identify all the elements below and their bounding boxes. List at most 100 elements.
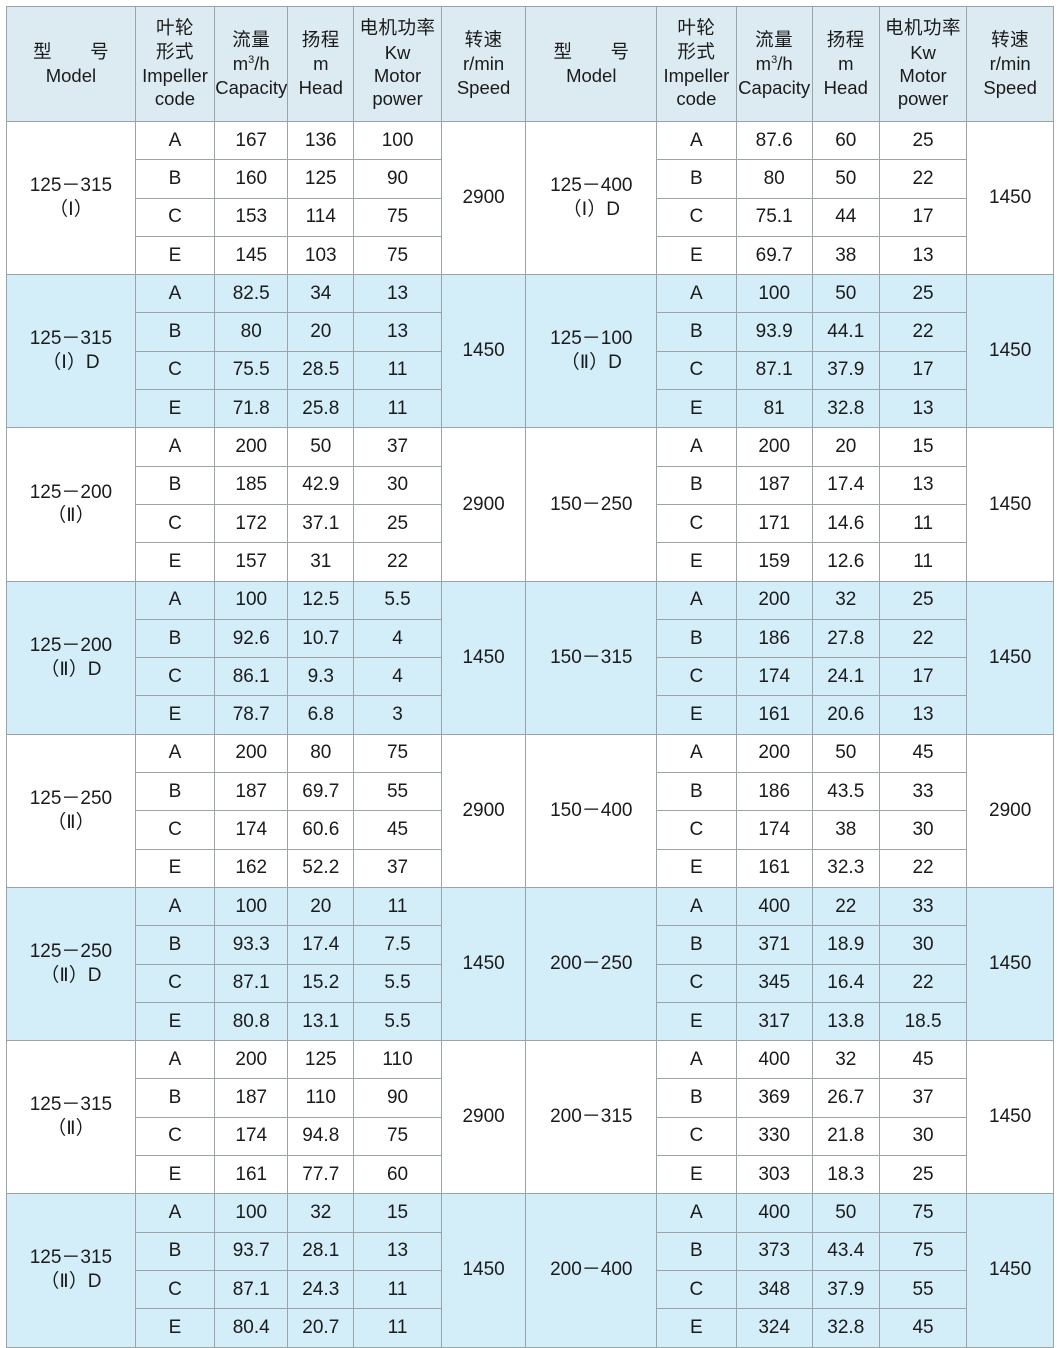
capacity-left: 187 [214,772,289,812]
table-row: C 174 60.6 45 C 174 38 30 [7,810,1054,850]
impeller-code-left: A [134,1040,216,1080]
motor-power-left: 45 [353,810,442,850]
motor-power-left: 55 [353,772,442,812]
head-left: 52.2 [287,848,355,888]
capacity-right: 348 [735,1269,813,1310]
model-cell-left: 125－250 （Ⅱ） [6,733,136,888]
motor-power-left: 3 [353,695,442,735]
capacity-right: 324 [735,1308,813,1348]
head-right: 32.3 [811,848,880,888]
head-left: 28.1 [287,1231,355,1271]
head-left: 94.8 [287,1116,355,1157]
motor-power-right: 13 [878,389,968,429]
motor-power-left: 75 [353,733,442,774]
capacity-left: 153 [214,197,289,237]
impeller-code-left: B [134,1231,216,1271]
motor-power-right: 37 [878,1078,968,1118]
header-model-left: 型 号 Model [6,6,136,122]
table-row: 125－315 （Ⅱ）D A 100 32 15 1450 200－400 A 400 50 75 14… [6,1193,1054,1348]
header-row: 型 号 Model 叶轮 形式 Impeller code 流量 m3/h Ca… [6,6,1054,122]
motor-power-right: 33 [878,772,968,812]
capacity-right: 186 [735,618,813,659]
head-left: 32 [287,1193,355,1233]
model-name: 200－400 [550,1259,633,1281]
impeller-code-left: A [134,274,216,314]
head-right: 50 [811,1193,880,1233]
header-head-unit: m [313,53,329,75]
speed-cell-right: 1450 [966,274,1054,429]
table-row: E 71.8 25.8 11 E 81 32.8 13 [7,389,1054,429]
model-cell-left: 125－315 （Ⅱ） [6,1040,136,1195]
impeller-code-right: E [656,1155,737,1195]
header-model-cn: 型 号 [553,41,640,63]
model-cell-right: 125－100 （Ⅱ）D [525,274,658,429]
header-head-cn: 扬程 [826,30,865,52]
motor-power-right: 13 [878,465,968,505]
impeller-code-right: A [656,580,737,620]
head-right: 32 [811,580,880,620]
motor-power-right: 25 [878,1155,968,1195]
header-capacity-right: 流量 m3/h Capacity [735,6,813,122]
capacity-right: 200 [735,580,813,620]
table-row: B 92.6 10.7 4 B 186 27.8 22 [7,618,1054,659]
capacity-right: 200 [735,733,813,774]
impeller-code-right: C [656,810,737,850]
capacity-left: 145 [214,235,289,276]
head-right: 38 [811,235,880,276]
capacity-left: 87.1 [214,963,289,1003]
impeller-code-left: E [134,1155,216,1195]
header-power-en1: Motor [373,65,422,86]
motor-power-left: 11 [353,886,442,927]
impeller-code-right: E [656,1308,737,1348]
impeller-code-right: A [656,1040,737,1080]
header-power-right: 电机功率 Kw Motor power [878,6,968,122]
table-row: C 87.1 15.2 5.5 C 345 16.4 22 [7,963,1054,1003]
table-row: B 93.3 17.4 7.5 B 371 18.9 30 [7,925,1054,965]
head-right: 18.9 [811,925,880,965]
speed-cell-left: 2900 [440,120,527,276]
model-cell-left: 125－250 （Ⅱ）D [6,886,136,1042]
table-row: C 172 37.1 25 C 171 14.6 11 [7,503,1054,544]
motor-power-right: 30 [878,1116,968,1157]
head-left: 80 [287,733,355,774]
impeller-code-right: E [656,848,737,888]
head-left: 42.9 [287,465,355,505]
header-power-unit: Kw [384,41,411,63]
header-impeller-en1: Impeller [663,65,730,86]
table-row: 125－315 （Ⅱ） A 200 125 110 2900 200－315 A 400 32 45 1… [6,1040,1054,1195]
impeller-code-right: B [656,618,737,659]
table-row: 125－250 （Ⅱ） A 200 80 75 2900 150－400 A 200 50 45 290… [6,733,1054,888]
motor-power-right: 45 [878,1040,968,1080]
header-speed-right: 转速 r/min Speed [966,6,1054,122]
table-row: E 162 52.2 37 E 161 32.3 22 [7,848,1054,888]
motor-power-left: 90 [353,1078,442,1118]
capacity-left: 100 [214,886,289,927]
motor-power-right: 45 [878,1308,968,1348]
capacity-right: 159 [735,542,813,582]
header-capacity-unit: m3/h [755,53,793,75]
motor-power-right: 75 [878,1193,968,1233]
table-row: 125－250 （Ⅱ）D A 100 20 11 1450 200－250 A 400 22 33 14… [6,886,1054,1042]
head-right: 22 [811,886,880,927]
header-impeller-en2: code [676,88,717,110]
capacity-right: 317 [735,1001,813,1042]
head-right: 43.5 [811,772,880,812]
head-right: 27.8 [811,618,880,659]
speed-cell-left: 1450 [440,886,527,1042]
head-right: 60 [811,120,880,161]
model-cell-left: 125－315 （Ⅱ）D [6,1193,136,1348]
head-right: 16.4 [811,963,880,1003]
motor-power-right: 15 [878,427,968,467]
table-row: 125－315 （Ⅰ）D A 82.5 34 13 1450 125－100 （Ⅱ）D A 100 5… [6,274,1054,429]
model-name: 125－250 [29,787,113,809]
head-right: 14.6 [811,503,880,544]
motor-power-left: 90 [353,159,442,199]
impeller-code-right: E [656,389,737,429]
model-name: 125－250 [29,941,113,963]
capacity-right: 174 [735,657,813,697]
impeller-code-left: E [134,389,216,429]
capacity-left: 80 [214,312,289,352]
header-model-en: Model [45,65,97,86]
motor-power-left: 4 [353,618,442,659]
head-left: 50 [287,427,355,467]
